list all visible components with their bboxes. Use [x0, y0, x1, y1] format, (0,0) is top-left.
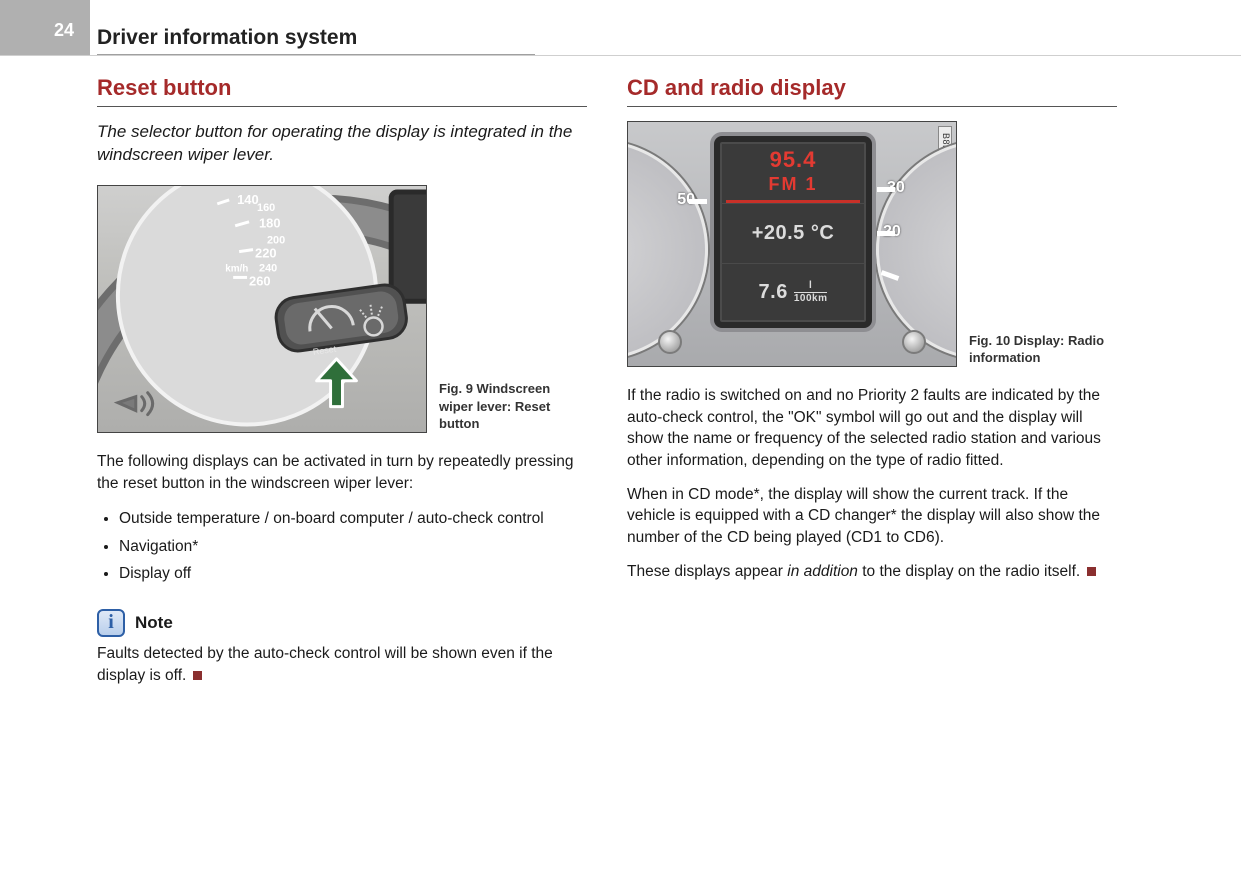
left-gauge: 50 — [627, 140, 708, 360]
section-heading-cd-radio: CD and radio display — [627, 75, 1117, 107]
page-number-tab: 24 — [0, 0, 90, 55]
bezel-screw-left — [658, 330, 682, 354]
info-icon: i — [97, 609, 125, 637]
list-item: Outside temperature / on-board computer … — [119, 506, 587, 532]
header-rule — [0, 55, 1241, 56]
figure-10-caption: Fig. 10 Display: Radio information — [969, 332, 1109, 367]
svg-text:140: 140 — [237, 192, 259, 207]
svg-text:260: 260 — [249, 273, 271, 288]
svg-text:160: 160 — [257, 202, 275, 214]
list-item: Display off — [119, 561, 587, 587]
right-para-3: These displays appear in addition to the… — [627, 561, 1117, 583]
display-frequency: 95.4 — [770, 147, 817, 173]
lede-reset: The selector button for operating the di… — [97, 121, 587, 167]
right-para-1: If the radio is switched on and no Prior… — [627, 385, 1117, 472]
section-end-marker — [193, 671, 202, 680]
svg-text:220: 220 — [255, 245, 277, 260]
figure-9-row: B8N-0339 140 160 180 200 220 240 260 — [97, 185, 587, 433]
svg-text:km/h: km/h — [225, 263, 248, 274]
section-heading-reset: Reset button — [97, 75, 587, 107]
right-gauge: 30 20 — [876, 140, 957, 360]
consumption-unit: l 100km — [794, 281, 828, 304]
display-temperature: +20.5 °C — [720, 203, 866, 263]
note-header: i Note — [97, 609, 587, 637]
figure-9-caption: Fig. 9 Windscreen wiper lever: Reset but… — [439, 380, 579, 433]
list-item: Navigation* — [119, 534, 587, 560]
content-area: Reset button The selector button for ope… — [97, 75, 1117, 698]
display-radio-section: 95.4 FM 1 — [720, 142, 866, 200]
figure-9-illustration: B8N-0339 140 160 180 200 220 240 260 — [97, 185, 427, 433]
section-end-marker — [1087, 567, 1096, 576]
display-consumption: 7.6 l 100km — [720, 263, 866, 323]
center-display: 95.4 FM 1 +20.5 °C 7.6 l 100km — [714, 136, 872, 328]
left-para-1: The following displays can be activated … — [97, 451, 587, 494]
note-text: Faults detected by the auto-check contro… — [97, 643, 587, 686]
right-para-2: When in CD mode*, the display will show … — [627, 484, 1117, 549]
figure-10-row: B8N-0012 50 30 20 95.4 FM 1 — [627, 121, 1117, 367]
page-number: 24 — [54, 20, 74, 41]
bezel-screw-right — [902, 330, 926, 354]
svg-text:180: 180 — [259, 216, 281, 231]
figure-9-svg: 140 160 180 200 220 240 260 km/h — [98, 186, 426, 432]
note-label: Note — [135, 613, 173, 633]
display-modes-list: Outside temperature / on-board computer … — [97, 506, 587, 587]
right-column: CD and radio display B8N-0012 50 30 20 — [627, 75, 1117, 698]
left-column: Reset button The selector button for ope… — [97, 75, 587, 698]
display-band: FM 1 — [768, 174, 817, 195]
chapter-title: Driver information system — [97, 26, 535, 56]
figure-10-illustration: B8N-0012 50 30 20 95.4 FM 1 — [627, 121, 957, 367]
